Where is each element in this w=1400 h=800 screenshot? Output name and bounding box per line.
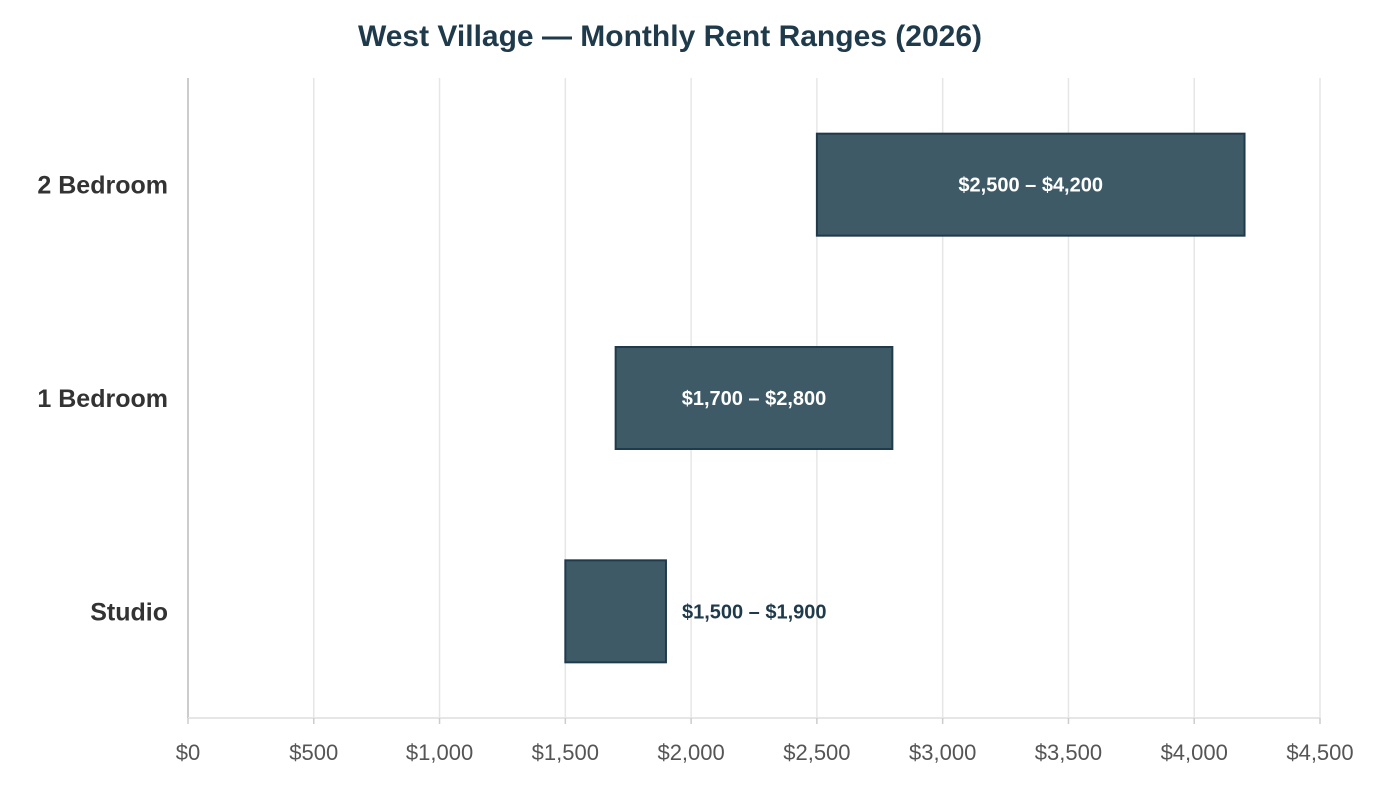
x-tick-label: $2,500 bbox=[783, 740, 850, 765]
data-label: $1,700 – $2,800 bbox=[682, 388, 827, 410]
x-tick-label: $4,500 bbox=[1286, 740, 1353, 765]
x-tick-label: $2,000 bbox=[657, 740, 724, 765]
range-bar bbox=[564, 559, 667, 664]
category-label: Studio bbox=[90, 598, 168, 626]
x-tick-label: $3,500 bbox=[1035, 740, 1102, 765]
x-tick-label: $1,000 bbox=[406, 740, 473, 765]
category-label: 2 Bedroom bbox=[37, 172, 168, 200]
x-tick-label: $500 bbox=[289, 740, 338, 765]
x-tick-label: $1,500 bbox=[532, 740, 599, 765]
range-bar bbox=[815, 132, 1246, 237]
range-bar bbox=[614, 346, 894, 450]
x-tick-label: $4,000 bbox=[1161, 740, 1228, 765]
x-tick-label: $3,000 bbox=[909, 740, 976, 765]
x-tick-label: $0 bbox=[176, 740, 200, 765]
data-label: $1,500 – $1,900 bbox=[682, 601, 827, 623]
chart-title: West Village — Monthly Rent Ranges (2026… bbox=[357, 20, 983, 53]
category-label: 1 Bedroom bbox=[37, 385, 168, 413]
data-label: $2,500 – $4,200 bbox=[958, 175, 1103, 197]
